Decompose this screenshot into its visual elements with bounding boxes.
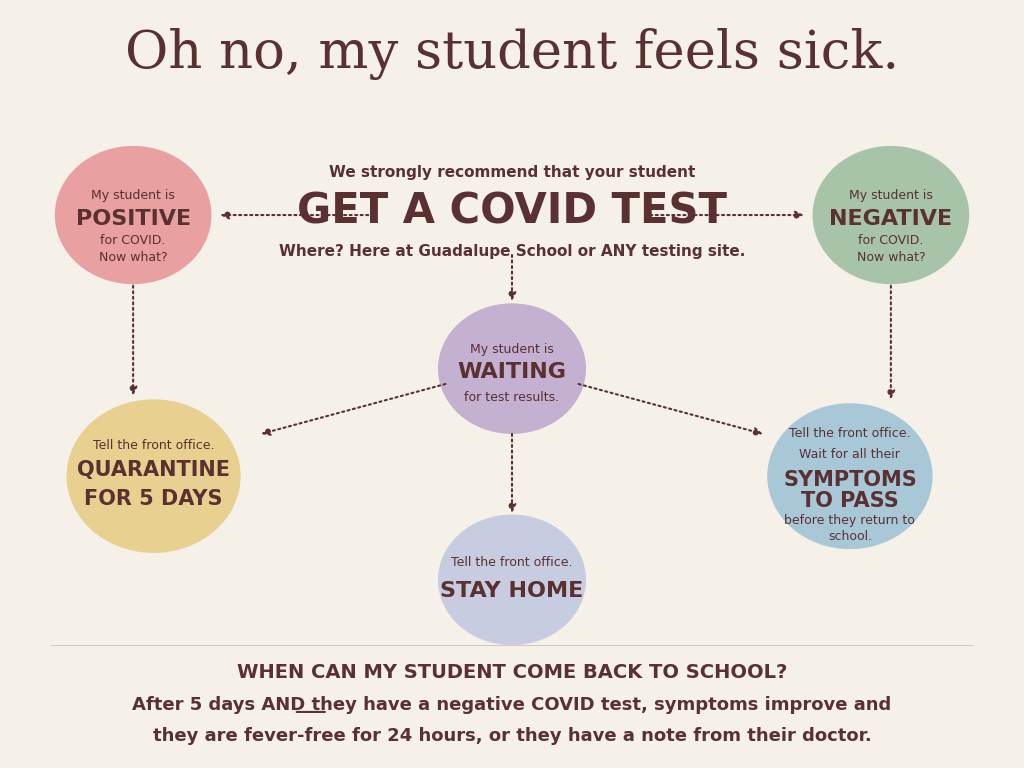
Text: We strongly recommend that your student: We strongly recommend that your student [329,165,695,180]
Text: Now what?: Now what? [98,251,168,263]
Ellipse shape [438,303,586,434]
Text: POSITIVE: POSITIVE [76,209,190,229]
Text: My student is: My student is [849,190,933,202]
Text: Where? Here at Guadalupe School or ANY testing site.: Where? Here at Guadalupe School or ANY t… [279,244,745,260]
Text: Tell the front office.: Tell the front office. [790,428,910,440]
Ellipse shape [438,515,586,645]
Text: NEGATIVE: NEGATIVE [829,209,952,229]
Text: After 5 days AND they have a negative COVID test, symptoms improve and: After 5 days AND they have a negative CO… [132,696,892,714]
Ellipse shape [55,146,212,284]
Text: GET A COVID TEST: GET A COVID TEST [297,190,727,232]
Text: My student is: My student is [470,343,554,356]
Text: school.: school. [827,530,872,542]
Text: TO PASS: TO PASS [801,491,899,511]
Text: My student is: My student is [91,190,175,202]
Text: QUARANTINE: QUARANTINE [77,460,230,480]
Text: WHEN CAN MY STUDENT COME BACK TO SCHOOL?: WHEN CAN MY STUDENT COME BACK TO SCHOOL? [237,663,787,681]
Ellipse shape [812,146,969,284]
Text: Now what?: Now what? [856,251,926,263]
Text: WAITING: WAITING [458,362,566,382]
Text: Tell the front office.: Tell the front office. [452,557,572,569]
Text: FOR 5 DAYS: FOR 5 DAYS [84,489,223,509]
Text: for COVID.: for COVID. [100,234,166,247]
Text: they are fever-free for 24 hours, or they have a note from their doctor.: they are fever-free for 24 hours, or the… [153,727,871,745]
Text: SYMPTOMS: SYMPTOMS [783,470,916,490]
Text: for COVID.: for COVID. [858,234,924,247]
Text: for test results.: for test results. [465,392,559,404]
Text: Tell the front office.: Tell the front office. [93,439,214,452]
Text: STAY HOME: STAY HOME [440,581,584,601]
Text: before they return to: before they return to [784,515,915,527]
Ellipse shape [67,399,241,553]
Text: Wait for all their: Wait for all their [800,449,900,461]
Text: Oh no, my student feels sick.: Oh no, my student feels sick. [125,28,899,80]
Ellipse shape [767,403,933,549]
